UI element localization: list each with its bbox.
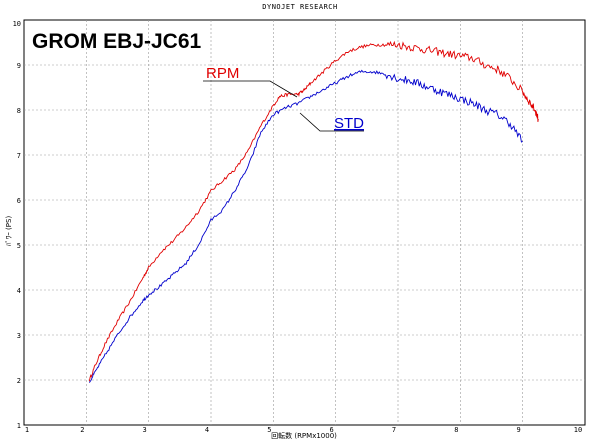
x-tick-label: 10 xyxy=(574,426,582,434)
x-tick-label: 6 xyxy=(330,426,334,434)
tick-labels: 1 2 3 4 5 6 7 8 9 10 1 2 3 4 5 6 7 8 9 10 xyxy=(13,20,583,434)
y-axis-label: ﾊﾟﾜｰ (PS) xyxy=(5,216,13,247)
x-tick-label: 2 xyxy=(80,426,84,434)
x-tick-label: 9 xyxy=(517,426,521,434)
x-tick-label: 4 xyxy=(205,426,209,434)
series-layer xyxy=(88,40,539,383)
y-tick-label: 8 xyxy=(17,107,21,115)
y-tick-label: 6 xyxy=(17,197,21,205)
y-tick-label: 1 xyxy=(17,422,21,430)
y-tick-label: 5 xyxy=(17,242,21,250)
y-tick-label: 9 xyxy=(17,62,21,70)
series-line-std xyxy=(89,69,523,383)
grid xyxy=(24,20,585,425)
y-tick-label: 3 xyxy=(17,332,21,340)
y-tick-label: 2 xyxy=(17,377,21,385)
y-tick-label: 10 xyxy=(13,20,21,28)
std-annotation: STD xyxy=(299,112,364,132)
x-tick-label: 1 xyxy=(25,426,29,434)
rpm-leader-line xyxy=(203,80,298,98)
std-annotation-label: STD xyxy=(334,115,364,132)
x-tick-label: 3 xyxy=(143,426,147,434)
x-tick-label: 5 xyxy=(267,426,271,434)
chart-title: GROM EBJ-JC61 xyxy=(32,30,202,53)
rpm-annotation-label: RPM xyxy=(206,65,239,82)
y-tick-label: 7 xyxy=(17,152,21,160)
plot-frame xyxy=(23,19,586,426)
series-line-rpm xyxy=(88,40,539,382)
header-title: DYNOJET RESEARCH xyxy=(262,3,337,11)
y-tick-label: 4 xyxy=(17,287,21,295)
x-tick-label: 7 xyxy=(392,426,396,434)
std-leader-line xyxy=(299,112,364,132)
rpm-annotation: RPM xyxy=(203,65,298,98)
x-axis-label: 回転数 (RPMx1000) xyxy=(271,431,337,440)
x-tick-label: 8 xyxy=(454,426,458,434)
